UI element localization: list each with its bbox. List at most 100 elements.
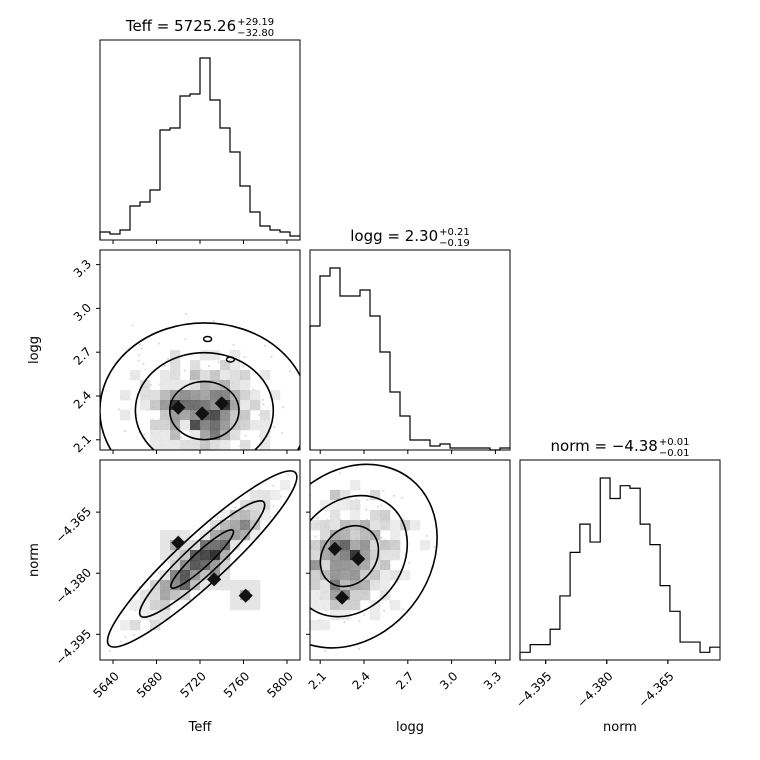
density-peak [327, 541, 342, 556]
density-cell [360, 550, 371, 561]
sample-point [284, 453, 286, 455]
sample-point [207, 364, 210, 367]
sample-point [339, 398, 341, 400]
sample-point [300, 593, 302, 595]
sample-point [172, 466, 174, 468]
hist-bar [180, 96, 190, 240]
density-cell [160, 550, 171, 561]
density-cell [320, 520, 331, 531]
density-cell [270, 390, 281, 401]
density-cell [370, 520, 381, 531]
hist-bar [570, 552, 580, 660]
density-cell [160, 590, 171, 601]
sample-point [295, 583, 297, 585]
density-cell [190, 400, 201, 411]
density-cell [380, 580, 391, 591]
density-cell [360, 570, 371, 581]
sample-point [149, 383, 153, 386]
density-cell [380, 550, 391, 561]
sample-point [288, 578, 290, 580]
hist-bar [150, 190, 160, 240]
density-cell [210, 390, 221, 401]
density-cell [240, 420, 251, 431]
y-tick-label-norm: −4.395 [53, 627, 94, 668]
density-cell [320, 550, 331, 561]
x-tick-label-Teff: 5760 [221, 669, 252, 700]
density-cell [260, 490, 271, 501]
density-peak [335, 590, 350, 605]
sample-point [302, 559, 304, 561]
density-cell [370, 580, 381, 591]
hist-bar [190, 94, 200, 240]
density-cell [160, 540, 171, 551]
density-peak [171, 535, 186, 550]
density-cell [240, 500, 251, 511]
x-tick-label-Teff: 5640 [90, 669, 121, 700]
density-cell [170, 570, 181, 581]
sample-point [278, 580, 280, 582]
density-cell [160, 420, 171, 431]
density-cell [370, 540, 381, 551]
density-cell [140, 610, 151, 621]
density-cell [150, 590, 161, 601]
sample-point [288, 577, 290, 579]
sample-point [270, 355, 273, 358]
density-cell [370, 530, 381, 541]
hist-bar [560, 596, 570, 660]
sample-point [243, 355, 246, 359]
density-cell [170, 350, 181, 361]
sample-point [296, 578, 298, 580]
density-cell [230, 410, 241, 421]
density-cell [220, 570, 231, 581]
density-cell [230, 600, 241, 611]
density-cell [340, 550, 351, 561]
density-cell [340, 610, 351, 621]
sample-point [216, 516, 220, 519]
contour-level-1 [168, 380, 240, 441]
density-cell [140, 380, 151, 391]
density-cell [220, 560, 231, 571]
density-cell [160, 440, 171, 450]
density-peak [171, 400, 186, 415]
sample-point [400, 496, 404, 499]
hist-bar [280, 232, 290, 240]
sample-point [188, 470, 190, 472]
y-tick-label-logg: 3.3 [71, 257, 94, 280]
density-cell [170, 380, 181, 391]
hist-bar [230, 152, 240, 240]
sample-point [355, 498, 358, 501]
title-plus-error: +29.19 [237, 17, 274, 28]
density-cell [220, 520, 231, 531]
density-cell [250, 400, 261, 411]
sample-point [197, 456, 199, 458]
hist-bar [200, 58, 210, 240]
density-cell [320, 500, 331, 511]
density-cell [360, 590, 371, 601]
density-cell [260, 420, 271, 431]
hist-bar [400, 416, 410, 450]
sample-point [160, 452, 162, 454]
density-cell [310, 540, 321, 551]
density-cell [180, 380, 191, 391]
sample-point [306, 597, 308, 599]
density-cell [360, 580, 371, 591]
density-cell [260, 430, 271, 441]
density-cell [280, 480, 291, 491]
density-cell [230, 360, 241, 371]
density-cell [160, 610, 171, 621]
density-cell [210, 530, 221, 541]
sample-point [184, 464, 186, 466]
density-cell [170, 410, 181, 421]
density-cell [250, 510, 261, 521]
density-cell [330, 590, 341, 601]
sample-point [137, 354, 141, 357]
sample-point [290, 538, 292, 540]
density-cell [160, 370, 171, 381]
hist-bar [410, 440, 420, 450]
sample-point [301, 589, 303, 591]
density-cell [240, 440, 251, 450]
hist-bar [640, 524, 650, 660]
density-cell [230, 380, 241, 391]
title-plus-error: +0.01 [659, 437, 690, 448]
x-axis-label-logg: logg [396, 720, 424, 735]
